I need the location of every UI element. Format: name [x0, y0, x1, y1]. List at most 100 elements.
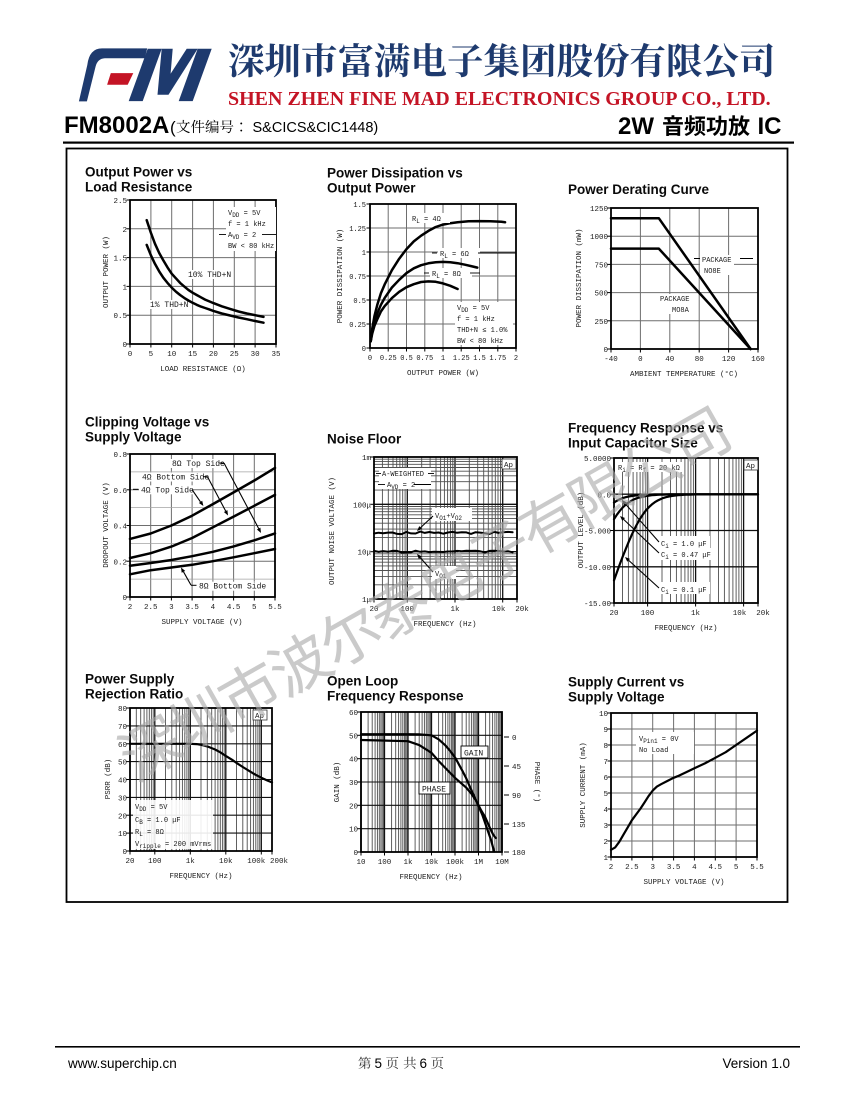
svg-text:5.5: 5.5 — [268, 604, 282, 612]
svg-text:20: 20 — [349, 803, 359, 811]
svg-text:180: 180 — [512, 850, 526, 858]
svg-text:Supply Voltage: Supply Voltage — [85, 430, 182, 445]
svg-text:GAIN: GAIN — [464, 750, 483, 759]
svg-text:5.0000: 5.0000 — [584, 456, 612, 464]
svg-text:10M: 10M — [495, 859, 509, 867]
svg-text:4.5: 4.5 — [227, 604, 241, 612]
svg-text:40: 40 — [349, 757, 359, 765]
svg-text:1k: 1k — [186, 858, 196, 866]
svg-text:AMBIENT TEMPERATURE (°C): AMBIENT TEMPERATURE (°C) — [630, 370, 738, 379]
svg-text:Open Loop: Open Loop — [327, 674, 398, 689]
svg-text:0.25: 0.25 — [349, 322, 366, 330]
svg-text:AVD = 2: AVD = 2 — [387, 482, 415, 491]
svg-text:1m: 1m — [362, 455, 372, 463]
svg-text:Ci = 0.47 μF: Ci = 0.47 μF — [661, 552, 711, 561]
svg-text:0: 0 — [638, 356, 643, 364]
svg-text:No Load: No Load — [639, 747, 668, 755]
svg-text:Power Derating Curve: Power Derating Curve — [568, 182, 710, 197]
svg-text:Output Power: Output Power — [327, 181, 416, 196]
svg-text:8: 8 — [603, 743, 608, 751]
svg-text:SUPPLY VOLTAGE (V): SUPPLY VOLTAGE (V) — [643, 879, 724, 887]
svg-text:0.4: 0.4 — [113, 524, 127, 532]
svg-text:4: 4 — [211, 604, 216, 612]
svg-text:Output Power vs: Output Power vs — [85, 165, 192, 180]
svg-text:GAIN (dB): GAIN (dB) — [334, 762, 342, 803]
svg-text:FM8002A: FM8002A — [64, 112, 169, 139]
svg-text:10k: 10k — [219, 858, 233, 866]
svg-text:1k: 1k — [691, 610, 701, 618]
svg-text:SHEN ZHEN FINE MAD ELECTRONICS: SHEN ZHEN FINE MAD ELECTRONICS GROUP CO.… — [228, 88, 771, 110]
svg-text:20k: 20k — [756, 610, 770, 618]
svg-text:PHASE (°): PHASE (°) — [532, 762, 541, 803]
svg-text:Ci = 1.0 μF: Ci = 1.0 μF — [661, 541, 707, 550]
svg-text:PACKAGE: PACKAGE — [702, 257, 731, 265]
svg-text:5: 5 — [149, 351, 154, 359]
svg-text:10: 10 — [167, 351, 177, 359]
svg-text:0.5: 0.5 — [113, 313, 127, 321]
svg-text:VDD = 5V: VDD = 5V — [135, 804, 168, 813]
svg-text:0: 0 — [353, 850, 358, 858]
svg-text:1: 1 — [122, 284, 127, 292]
svg-text:4Ω Top Side: 4Ω Top Side — [141, 486, 194, 495]
svg-text:FREQUENCY (Hz): FREQUENCY (Hz) — [169, 873, 232, 881]
svg-text:PACKAGE: PACKAGE — [660, 296, 689, 304]
svg-text:6: 6 — [420, 1056, 428, 1071]
svg-text:RL = 8Ω: RL = 8Ω — [432, 271, 461, 280]
svg-text:-40: -40 — [604, 356, 618, 364]
svg-text:5: 5 — [252, 604, 257, 612]
svg-text:100: 100 — [401, 606, 415, 614]
svg-text:10μ: 10μ — [357, 550, 371, 558]
svg-text:www.superchip.cn: www.superchip.cn — [67, 1056, 177, 1071]
svg-text:4: 4 — [603, 807, 608, 815]
svg-text:100: 100 — [378, 859, 392, 867]
svg-text:SUPPLY VOLTAGE (V): SUPPLY VOLTAGE (V) — [161, 619, 242, 627]
svg-text:3.5: 3.5 — [667, 864, 681, 872]
svg-text:Ap: Ap — [255, 713, 264, 721]
svg-text:2.5: 2.5 — [625, 864, 639, 872]
svg-text:2.5: 2.5 — [113, 198, 127, 206]
svg-text:Vripple = 200 mVrms: Vripple = 200 mVrms — [135, 841, 211, 850]
svg-text:RL = 4Ω: RL = 4Ω — [412, 216, 441, 225]
svg-text:30: 30 — [349, 780, 359, 788]
svg-text:7: 7 — [603, 759, 608, 767]
svg-text:VDD = 5V: VDD = 5V — [457, 305, 490, 314]
svg-text:THD+N ≤ 1.0%: THD+N ≤ 1.0% — [457, 327, 508, 335]
svg-text:POWER DISSIPATION (mW): POWER DISSIPATION (mW) — [576, 228, 584, 327]
svg-text:160: 160 — [751, 356, 765, 364]
svg-text:40: 40 — [118, 778, 128, 786]
svg-text:BW < 80 kHz: BW < 80 kHz — [457, 338, 503, 346]
svg-text:BW < 80 kHz: BW < 80 kHz — [228, 243, 274, 251]
svg-text:10% THD+N: 10% THD+N — [188, 271, 231, 280]
svg-text:PSRR (dB): PSRR (dB) — [105, 759, 113, 800]
svg-text:8Ω Top Side: 8Ω Top Side — [172, 460, 225, 469]
svg-text:Load Resistance: Load Resistance — [85, 180, 193, 195]
svg-text:LOAD RESISTANCE (Ω): LOAD RESISTANCE (Ω) — [160, 366, 246, 374]
svg-text:OUTPUT POWER (W): OUTPUT POWER (W) — [103, 236, 111, 308]
svg-text:FREQUENCY (Hz): FREQUENCY (Hz) — [654, 625, 717, 633]
svg-text:20: 20 — [369, 606, 379, 614]
svg-text:0.5: 0.5 — [400, 355, 413, 363]
svg-text:3.5: 3.5 — [185, 604, 199, 612]
svg-text:5: 5 — [734, 864, 739, 872]
svg-text:2: 2 — [603, 839, 608, 847]
svg-text:OUTPUT NOISE VOLTAGE (V): OUTPUT NOISE VOLTAGE (V) — [329, 477, 337, 585]
svg-text:1.75: 1.75 — [489, 355, 506, 363]
svg-text:VPin1 = 0V: VPin1 = 0V — [639, 736, 679, 745]
svg-text:RL = 8Ω: RL = 8Ω — [135, 829, 164, 838]
svg-text:25: 25 — [230, 351, 240, 359]
svg-text:50: 50 — [118, 760, 128, 768]
svg-text:-10.00: -10.00 — [584, 565, 612, 573]
svg-text:0: 0 — [122, 342, 127, 350]
svg-text:IC: IC — [758, 113, 782, 140]
svg-text:-15.00: -15.00 — [584, 601, 612, 609]
svg-text:10k: 10k — [492, 606, 506, 614]
svg-text:1.5: 1.5 — [473, 355, 486, 363]
svg-text:0: 0 — [122, 849, 127, 857]
svg-text:100k: 100k — [247, 858, 266, 866]
svg-text:FREQUENCY (Hz): FREQUENCY (Hz) — [413, 621, 476, 629]
svg-text:10k: 10k — [425, 859, 439, 867]
svg-text:100: 100 — [641, 610, 655, 618]
svg-text:750: 750 — [594, 262, 608, 270]
svg-text:Ci = 0.1 μF: Ci = 0.1 μF — [661, 587, 707, 596]
svg-text:4.5: 4.5 — [709, 864, 723, 872]
